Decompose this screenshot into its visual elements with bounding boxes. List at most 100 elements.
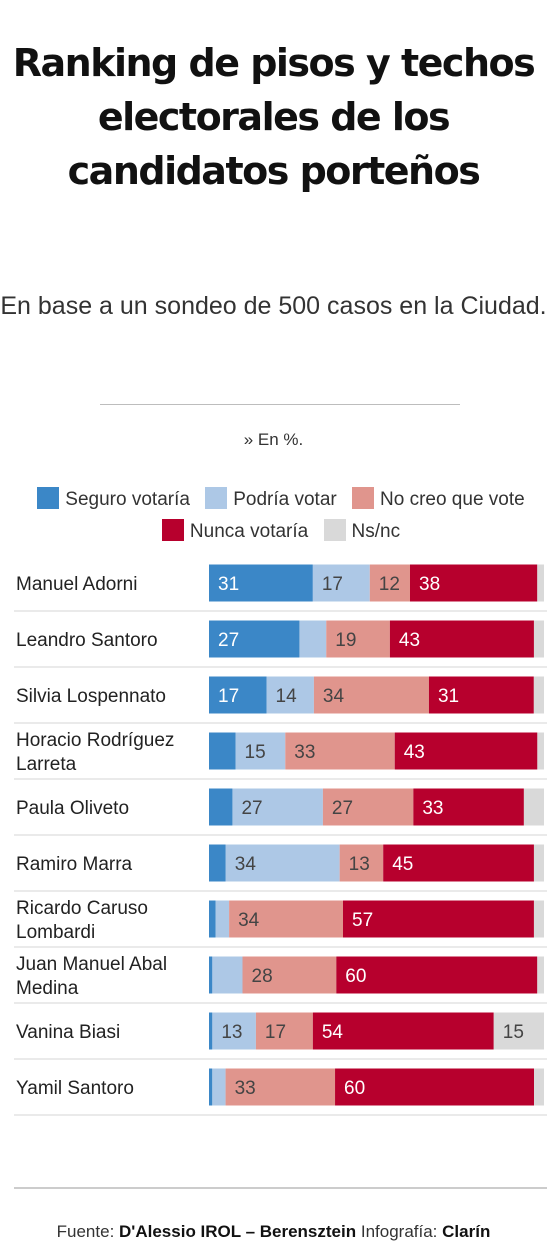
chart-subtitle: En base a un sondeo de 500 casos en la C… [0, 292, 547, 320]
bar-segment [343, 900, 534, 938]
data-label: 13 [349, 854, 370, 875]
legend-label-podria: Podría votar [233, 489, 337, 510]
source-label: Fuente: [56, 1222, 115, 1241]
bar-segment [209, 956, 213, 994]
category-label: Ramiro Marra [16, 854, 133, 875]
category-label: Vanina Biasi [16, 1022, 120, 1043]
bar-segment [313, 676, 429, 714]
data-label: 31 [438, 686, 459, 707]
legend-swatch-nunca [161, 519, 184, 541]
legend-item-no-creo: No creo que vote [352, 487, 525, 510]
data-label: 54 [322, 1022, 344, 1043]
bar-segment [369, 564, 410, 602]
legend-swatch-podria [205, 487, 228, 509]
source-name: D'Alessio IROL – Berensztein [119, 1222, 357, 1241]
bar-segment [225, 1068, 336, 1106]
data-label: 27 [241, 798, 262, 819]
bar-segment [285, 732, 395, 770]
legend-swatch-nsnc [323, 519, 346, 541]
bar-segment [255, 1012, 313, 1050]
data-label: 57 [352, 910, 373, 931]
data-label: 33 [235, 1078, 256, 1099]
bar-segment [299, 620, 327, 658]
data-label: 34 [235, 854, 257, 875]
legend-label-nunca: Nunca votaría [189, 521, 309, 542]
bar-segment [209, 1012, 213, 1050]
legend-label-nsnc: Ns/nc [351, 521, 401, 542]
divider [100, 404, 460, 405]
bar-segment [312, 564, 370, 602]
bar-segment [389, 620, 534, 658]
bar-segment [242, 956, 337, 994]
data-label: 13 [221, 1022, 242, 1043]
credit-label: Infografía: [360, 1222, 438, 1241]
category-label: Silvia Lospennato [16, 686, 166, 707]
legend-swatch-seguro [37, 487, 60, 509]
bar-segment [533, 844, 544, 882]
data-label: 34 [238, 910, 260, 931]
bar-segment [533, 900, 544, 938]
data-label: 28 [252, 966, 273, 987]
bar-segment [534, 1068, 544, 1106]
bar-segment [215, 900, 230, 938]
category-label: Ricardo Caruso Lombardi [16, 898, 148, 943]
data-label: 27 [332, 798, 353, 819]
data-label: 43 [399, 630, 420, 651]
data-label: 15 [503, 1022, 524, 1043]
data-label: 60 [345, 966, 366, 987]
legend-swatch-no-creo [352, 487, 374, 509]
bar-segment [493, 1012, 544, 1050]
data-label: 38 [419, 574, 440, 595]
chart-title: Ranking de pisos y techos electorales de… [12, 41, 536, 193]
credit-name: Clarín [442, 1222, 491, 1241]
bar-segment [428, 676, 534, 714]
bar-segment [413, 788, 524, 826]
bar-segment [209, 788, 233, 826]
bar-segment [212, 1068, 226, 1106]
bar-segment [212, 956, 243, 994]
category-label: Paula Oliveto [16, 798, 129, 819]
legend-label-seguro: Seguro votaría [65, 489, 190, 510]
data-label: 17 [265, 1022, 286, 1043]
bar-segment [326, 620, 390, 658]
data-label: 34 [323, 686, 345, 707]
bar-segment [537, 956, 544, 994]
bar-segment [209, 1068, 213, 1106]
bar-segment [209, 564, 313, 602]
data-label: 33 [422, 798, 443, 819]
bar-segment [322, 788, 414, 826]
bar-segment [533, 676, 544, 714]
data-label: 31 [218, 574, 239, 595]
category-label: Manuel Adorni [16, 574, 137, 595]
bar-segment [209, 676, 267, 714]
bar-segment [266, 676, 314, 714]
bar-segment [336, 956, 538, 994]
category-label: Leandro Santoro [16, 630, 158, 651]
bar-segment [410, 564, 538, 602]
legend-item-nunca: Nunca votaría [161, 519, 309, 542]
bar-segment [209, 900, 216, 938]
bar-segment [335, 1068, 535, 1106]
data-label: 12 [379, 574, 400, 595]
category-label: Juan Manuel Abal Medina [16, 954, 167, 999]
bar-segment [312, 1012, 494, 1050]
bar-segment [229, 900, 343, 938]
bar-segment [212, 1012, 256, 1050]
bar-segment [209, 844, 226, 882]
legend-item-nsnc: Ns/nc [323, 519, 401, 542]
data-label: 27 [218, 630, 239, 651]
bar-segment [225, 844, 340, 882]
data-label: 19 [335, 630, 356, 651]
bar-segment [209, 620, 300, 658]
data-label: 14 [276, 686, 298, 707]
bar-segment [394, 732, 538, 770]
data-label: 17 [218, 686, 239, 707]
footer: Fuente: D'Alessio IROL – Berensztein Inf… [0, 1222, 547, 1242]
data-label: 17 [322, 574, 343, 595]
bar-segment [533, 620, 544, 658]
unit-note: » En %. [243, 430, 304, 449]
legend-label-no-creo: No creo que vote [380, 489, 525, 510]
category-label: Horacio Rodríguez Larreta [16, 730, 174, 775]
bar-segment [523, 788, 544, 826]
